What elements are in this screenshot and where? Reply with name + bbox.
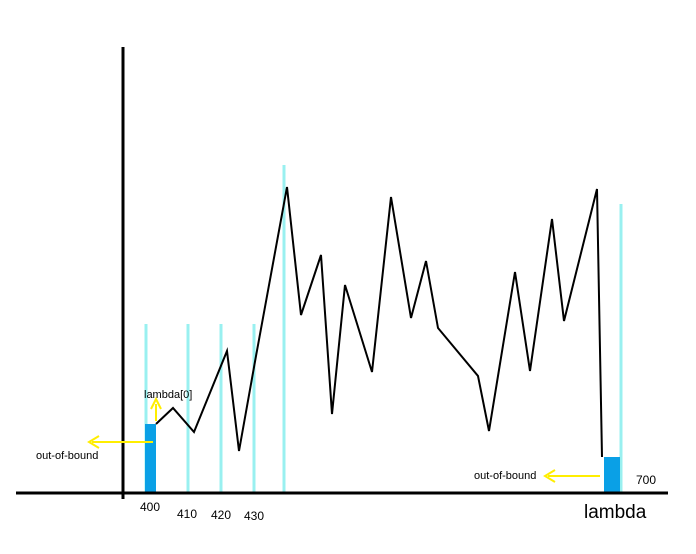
right-out-of-bound-arrow xyxy=(543,469,600,483)
tick-label-410: 410 xyxy=(177,507,197,521)
x-axis-title: lambda xyxy=(584,502,647,523)
tick-label-420: 420 xyxy=(211,508,231,522)
sample-lines xyxy=(144,165,623,493)
right-out-of-bound-label: out-of-bound xyxy=(474,470,536,482)
tick-label-700: 700 xyxy=(636,473,656,487)
spectrum-curve xyxy=(155,186,603,458)
lambda-zero-arrow xyxy=(150,396,162,421)
left-bound-bar xyxy=(145,424,156,493)
tick-label-400: 400 xyxy=(140,500,160,514)
right-bound-bar xyxy=(604,457,620,493)
left-out-of-bound-arrow xyxy=(87,435,153,449)
left-out-of-bound-label: out-of-bound xyxy=(36,450,98,462)
lambda-zero-label: lambda[0] xyxy=(144,389,192,401)
tick-label-430: 430 xyxy=(244,509,264,523)
